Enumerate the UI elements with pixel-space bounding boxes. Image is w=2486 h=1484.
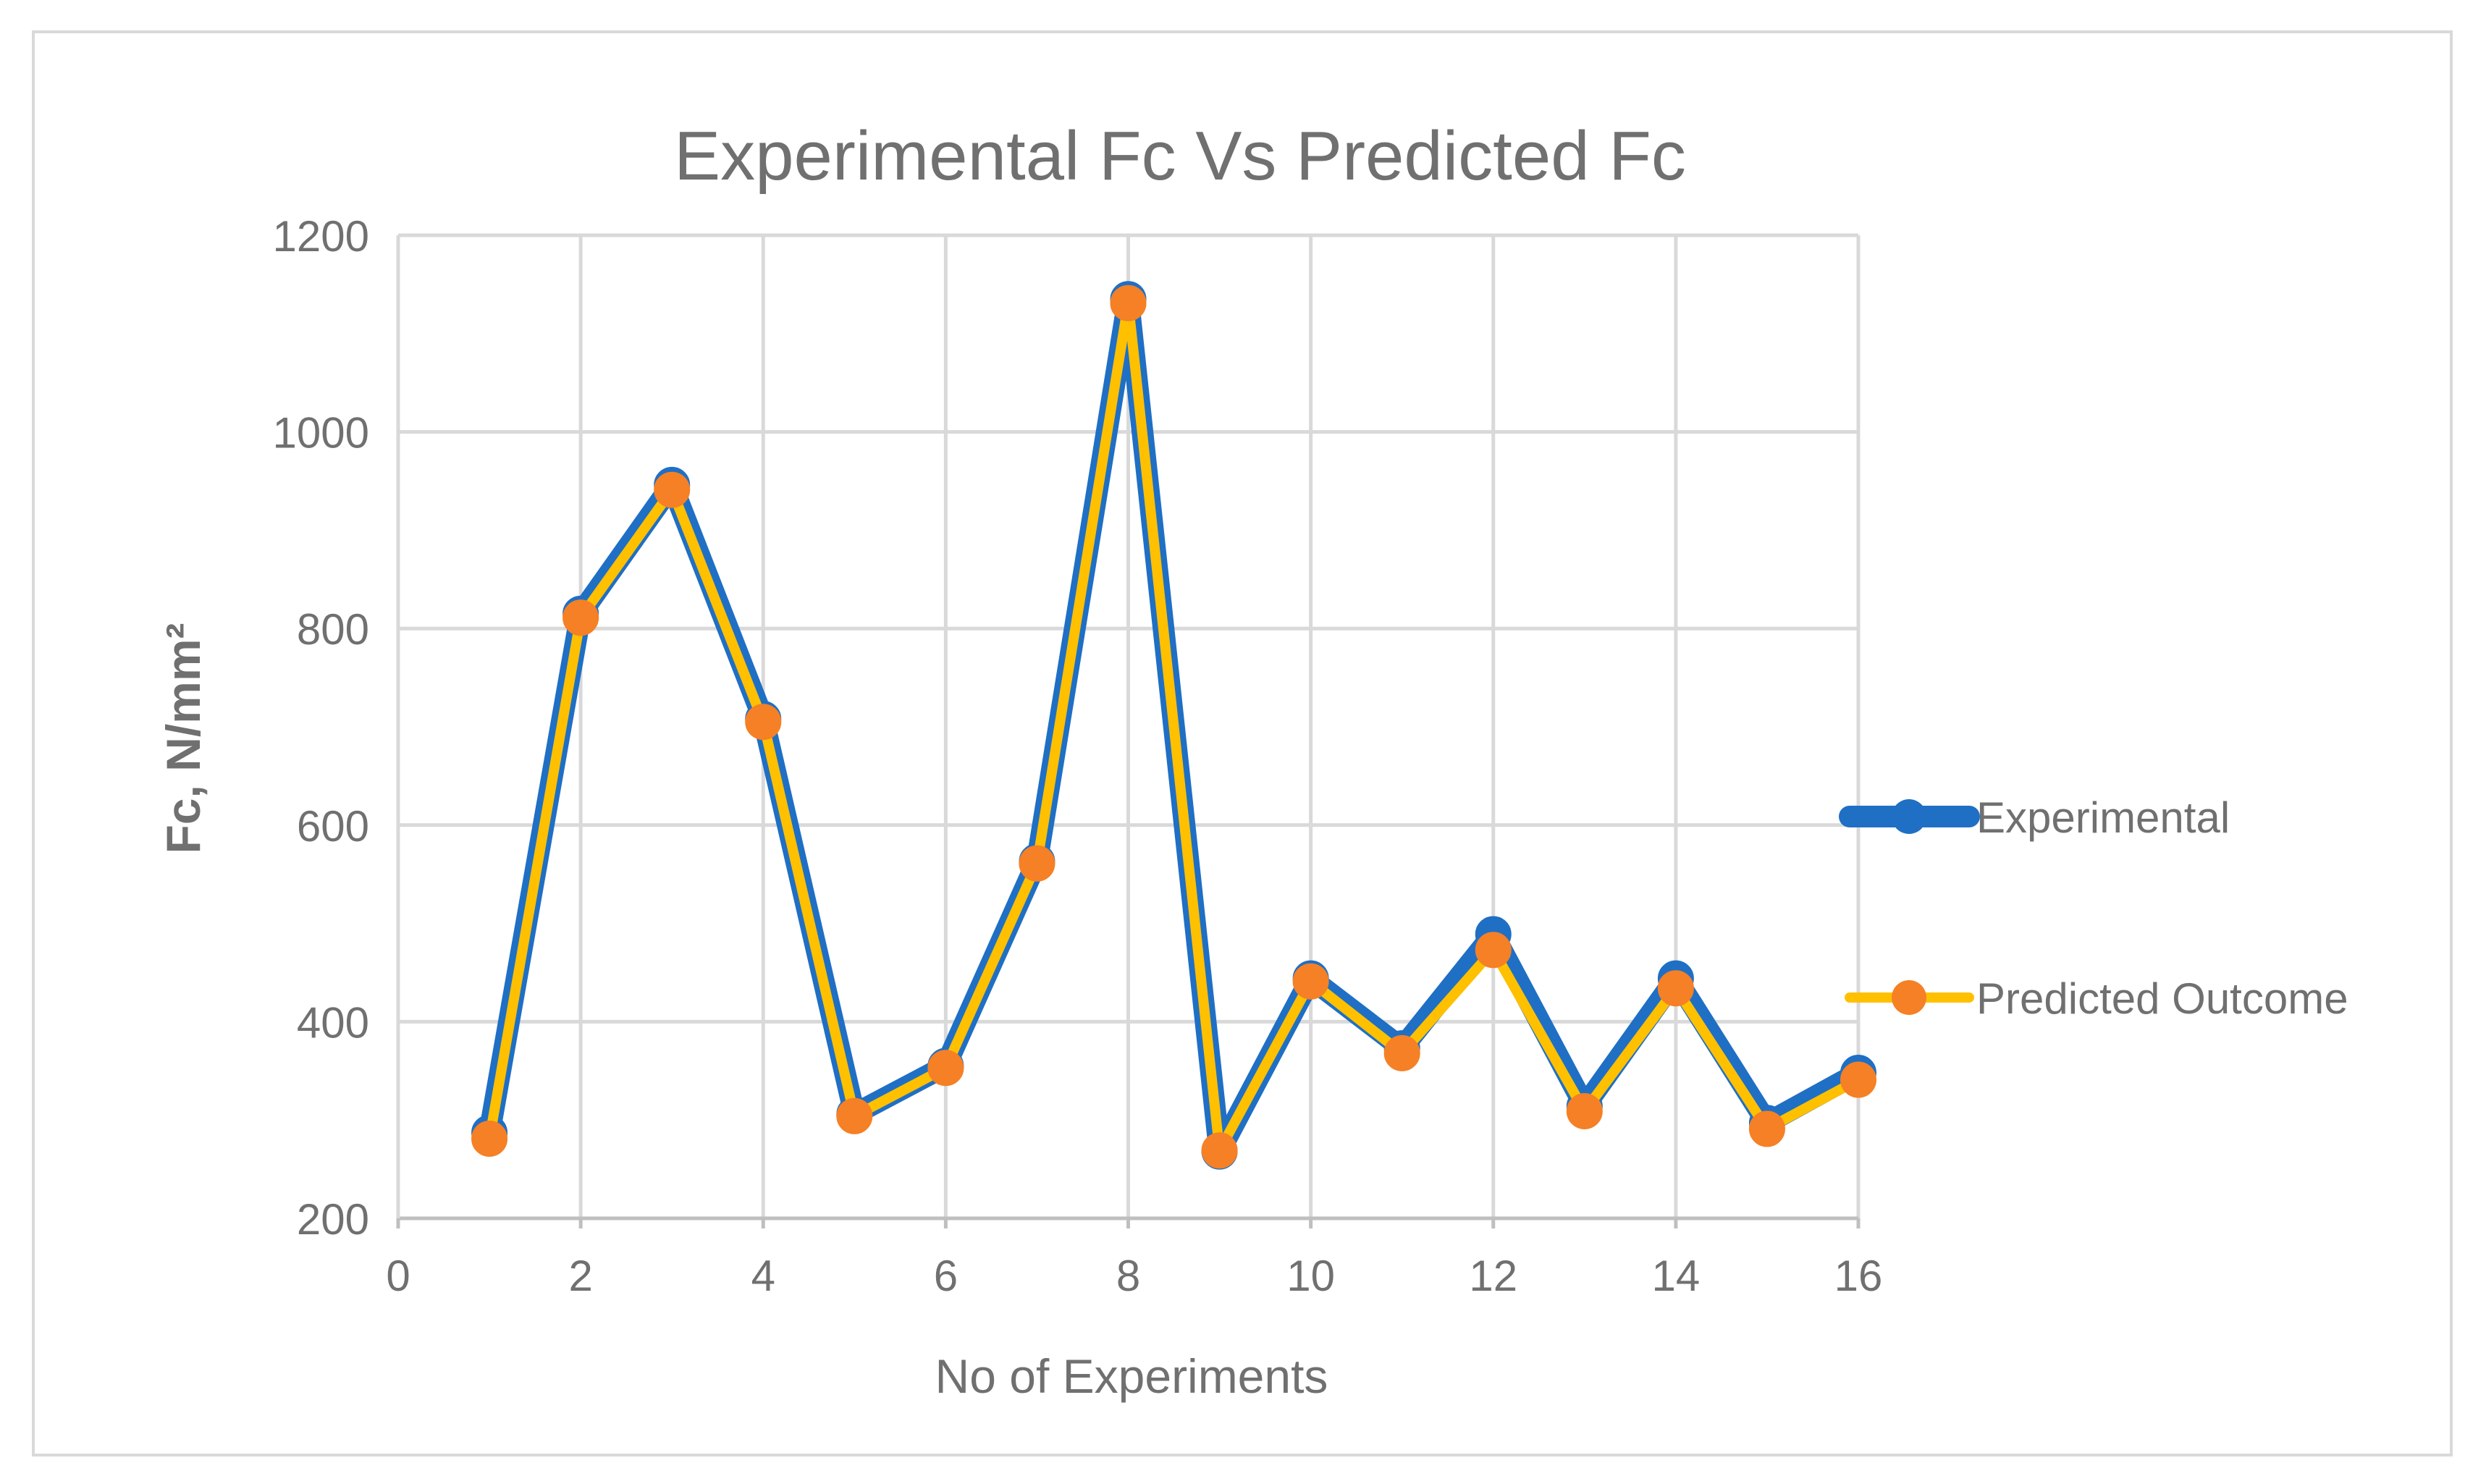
- x-tick-label: 0: [386, 1252, 410, 1300]
- legend-item: Experimental: [1839, 793, 2230, 842]
- legend-label: Predicted Outcome: [1976, 974, 2348, 1023]
- data-point: [654, 471, 691, 508]
- data-point: [471, 1121, 508, 1158]
- legend-label: Experimental: [1976, 793, 2230, 842]
- y-tick-label: 600: [297, 802, 369, 851]
- data-point: [1110, 284, 1147, 321]
- series-line: [484, 298, 1863, 1156]
- data-point: [1019, 845, 1056, 882]
- data-point: [562, 599, 599, 636]
- data-point: [927, 1050, 964, 1087]
- y-axis-title: Fc, N/mm²: [156, 623, 210, 853]
- axes: [396, 235, 1861, 1228]
- y-tick-label: 1200: [273, 212, 369, 261]
- data-point: [836, 1097, 873, 1134]
- data-point: [745, 704, 782, 741]
- grid-lines: [398, 233, 1861, 1218]
- x-tick-label: 2: [568, 1252, 592, 1300]
- series-predicted-outcome: [471, 284, 1876, 1169]
- data-point: [1383, 1034, 1420, 1071]
- data-point: [1292, 963, 1329, 1000]
- x-tick-label: 4: [751, 1252, 775, 1300]
- x-tick-labels: 0 2 4 6 8 10 12 14 16: [386, 1252, 1882, 1300]
- y-tick-label: 800: [297, 605, 369, 654]
- y-tick-label: 200: [297, 1195, 369, 1244]
- data-point: [1201, 1132, 1238, 1169]
- data-point: [1840, 1061, 1876, 1098]
- data-point: [1657, 970, 1694, 1007]
- legend-swatch-marker: [1892, 980, 1926, 1015]
- x-tick-label: 16: [1834, 1252, 1883, 1300]
- x-tick-label: 14: [1652, 1252, 1701, 1300]
- x-axis-title: No of Experiments: [935, 1349, 1328, 1403]
- plot-series: [471, 281, 1876, 1170]
- x-tick-label: 8: [1116, 1252, 1140, 1300]
- data-point: [1748, 1110, 1785, 1147]
- data-point: [1566, 1092, 1603, 1129]
- data-point: [1475, 932, 1512, 969]
- y-tick-label: 1000: [273, 409, 369, 458]
- x-tick-label: 10: [1286, 1252, 1335, 1300]
- legend-item: Predicted Outcome: [1845, 974, 2348, 1023]
- legend-swatch-marker: [1892, 799, 1926, 834]
- y-tick-labels: 200 400 600 800 1000 1200: [273, 212, 369, 1244]
- x-tick-label: 6: [934, 1252, 958, 1300]
- legend: Experimental Predicted Outcome: [1839, 793, 2348, 1023]
- chart-title: Experimental Fc Vs Predicted Fc: [674, 117, 1686, 195]
- chart-border: [32, 30, 2453, 1456]
- x-tick-label: 12: [1469, 1252, 1517, 1300]
- y-tick-label: 400: [297, 998, 369, 1047]
